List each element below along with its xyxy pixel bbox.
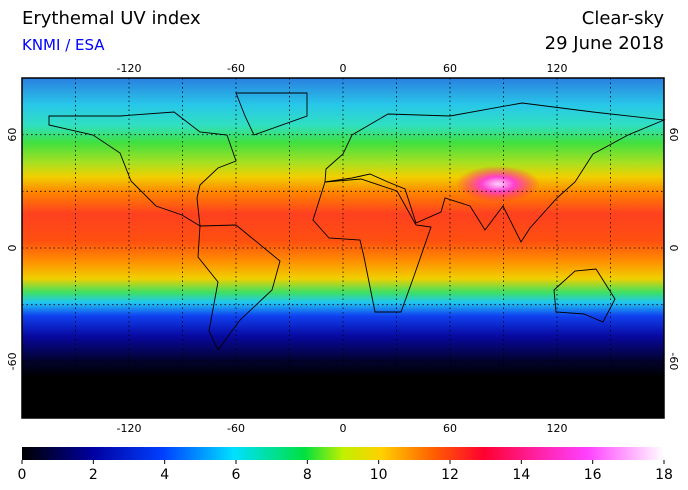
lat-tick-label: 0	[6, 245, 19, 252]
colorbar-tick-label: 14	[512, 467, 530, 483]
lat-tick-label: 60	[6, 128, 19, 142]
colorbar-tick-label: 6	[232, 467, 241, 483]
lon-tick-label: -60	[227, 422, 245, 435]
lat-tick-label: -60	[667, 352, 680, 370]
uv-field	[22, 78, 664, 418]
colorbar-tick-label: 18	[655, 467, 673, 483]
colorbar-tick-label: 12	[441, 467, 459, 483]
colorbar-tick-label: 4	[160, 467, 169, 483]
date: 29 June 2018	[544, 33, 664, 54]
source: KNMI / ESA	[22, 36, 105, 54]
lat-tick-label: 60	[667, 128, 680, 142]
coastlines	[48, 92, 666, 351]
product: Clear-sky	[581, 8, 664, 29]
colorbar-tick-label: 8	[303, 467, 312, 483]
lon-tick-label: 120	[547, 422, 568, 435]
lon-tick-label: -120	[117, 62, 142, 75]
lon-tick-label: 60	[443, 422, 457, 435]
lat-tick-label: 0	[667, 245, 680, 252]
lon-tick-label: 120	[547, 62, 568, 75]
colorbar	[22, 447, 664, 460]
colorbar-tick-label: 0	[18, 467, 27, 483]
colorbar-tick-label: 2	[89, 467, 98, 483]
uv-maximum-area	[456, 166, 540, 202]
colorbar-tick-label: 10	[370, 467, 388, 483]
lon-tick-label: 60	[443, 62, 457, 75]
lon-tick-label: 0	[340, 422, 347, 435]
lon-tick-label: 0	[340, 62, 347, 75]
lon-tick-label: -120	[117, 422, 142, 435]
colorbar-tick-label: 16	[584, 467, 602, 483]
lat-tick-label: -60	[6, 352, 19, 370]
title: Erythemal UV index	[22, 8, 201, 29]
lon-tick-label: -60	[227, 62, 245, 75]
map-frame	[21, 77, 665, 419]
